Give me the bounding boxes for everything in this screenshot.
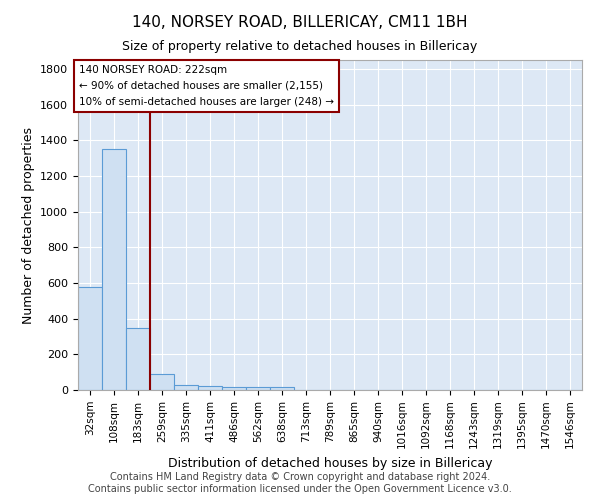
Bar xyxy=(246,388,270,390)
Bar xyxy=(222,388,246,390)
Bar xyxy=(198,386,222,390)
Bar xyxy=(150,374,174,390)
Y-axis label: Number of detached properties: Number of detached properties xyxy=(22,126,35,324)
Bar xyxy=(270,388,294,390)
Text: Size of property relative to detached houses in Billericay: Size of property relative to detached ho… xyxy=(122,40,478,53)
Text: Contains public sector information licensed under the Open Government Licence v3: Contains public sector information licen… xyxy=(88,484,512,494)
Text: 140, NORSEY ROAD, BILLERICAY, CM11 1BH: 140, NORSEY ROAD, BILLERICAY, CM11 1BH xyxy=(132,15,468,30)
Text: Contains HM Land Registry data © Crown copyright and database right 2024.: Contains HM Land Registry data © Crown c… xyxy=(110,472,490,482)
Text: 140 NORSEY ROAD: 222sqm
← 90% of detached houses are smaller (2,155)
10% of semi: 140 NORSEY ROAD: 222sqm ← 90% of detache… xyxy=(79,66,334,106)
X-axis label: Distribution of detached houses by size in Billericay: Distribution of detached houses by size … xyxy=(168,457,492,470)
Bar xyxy=(126,328,150,390)
Bar xyxy=(174,384,198,390)
Bar xyxy=(78,288,102,390)
Bar xyxy=(102,149,126,390)
